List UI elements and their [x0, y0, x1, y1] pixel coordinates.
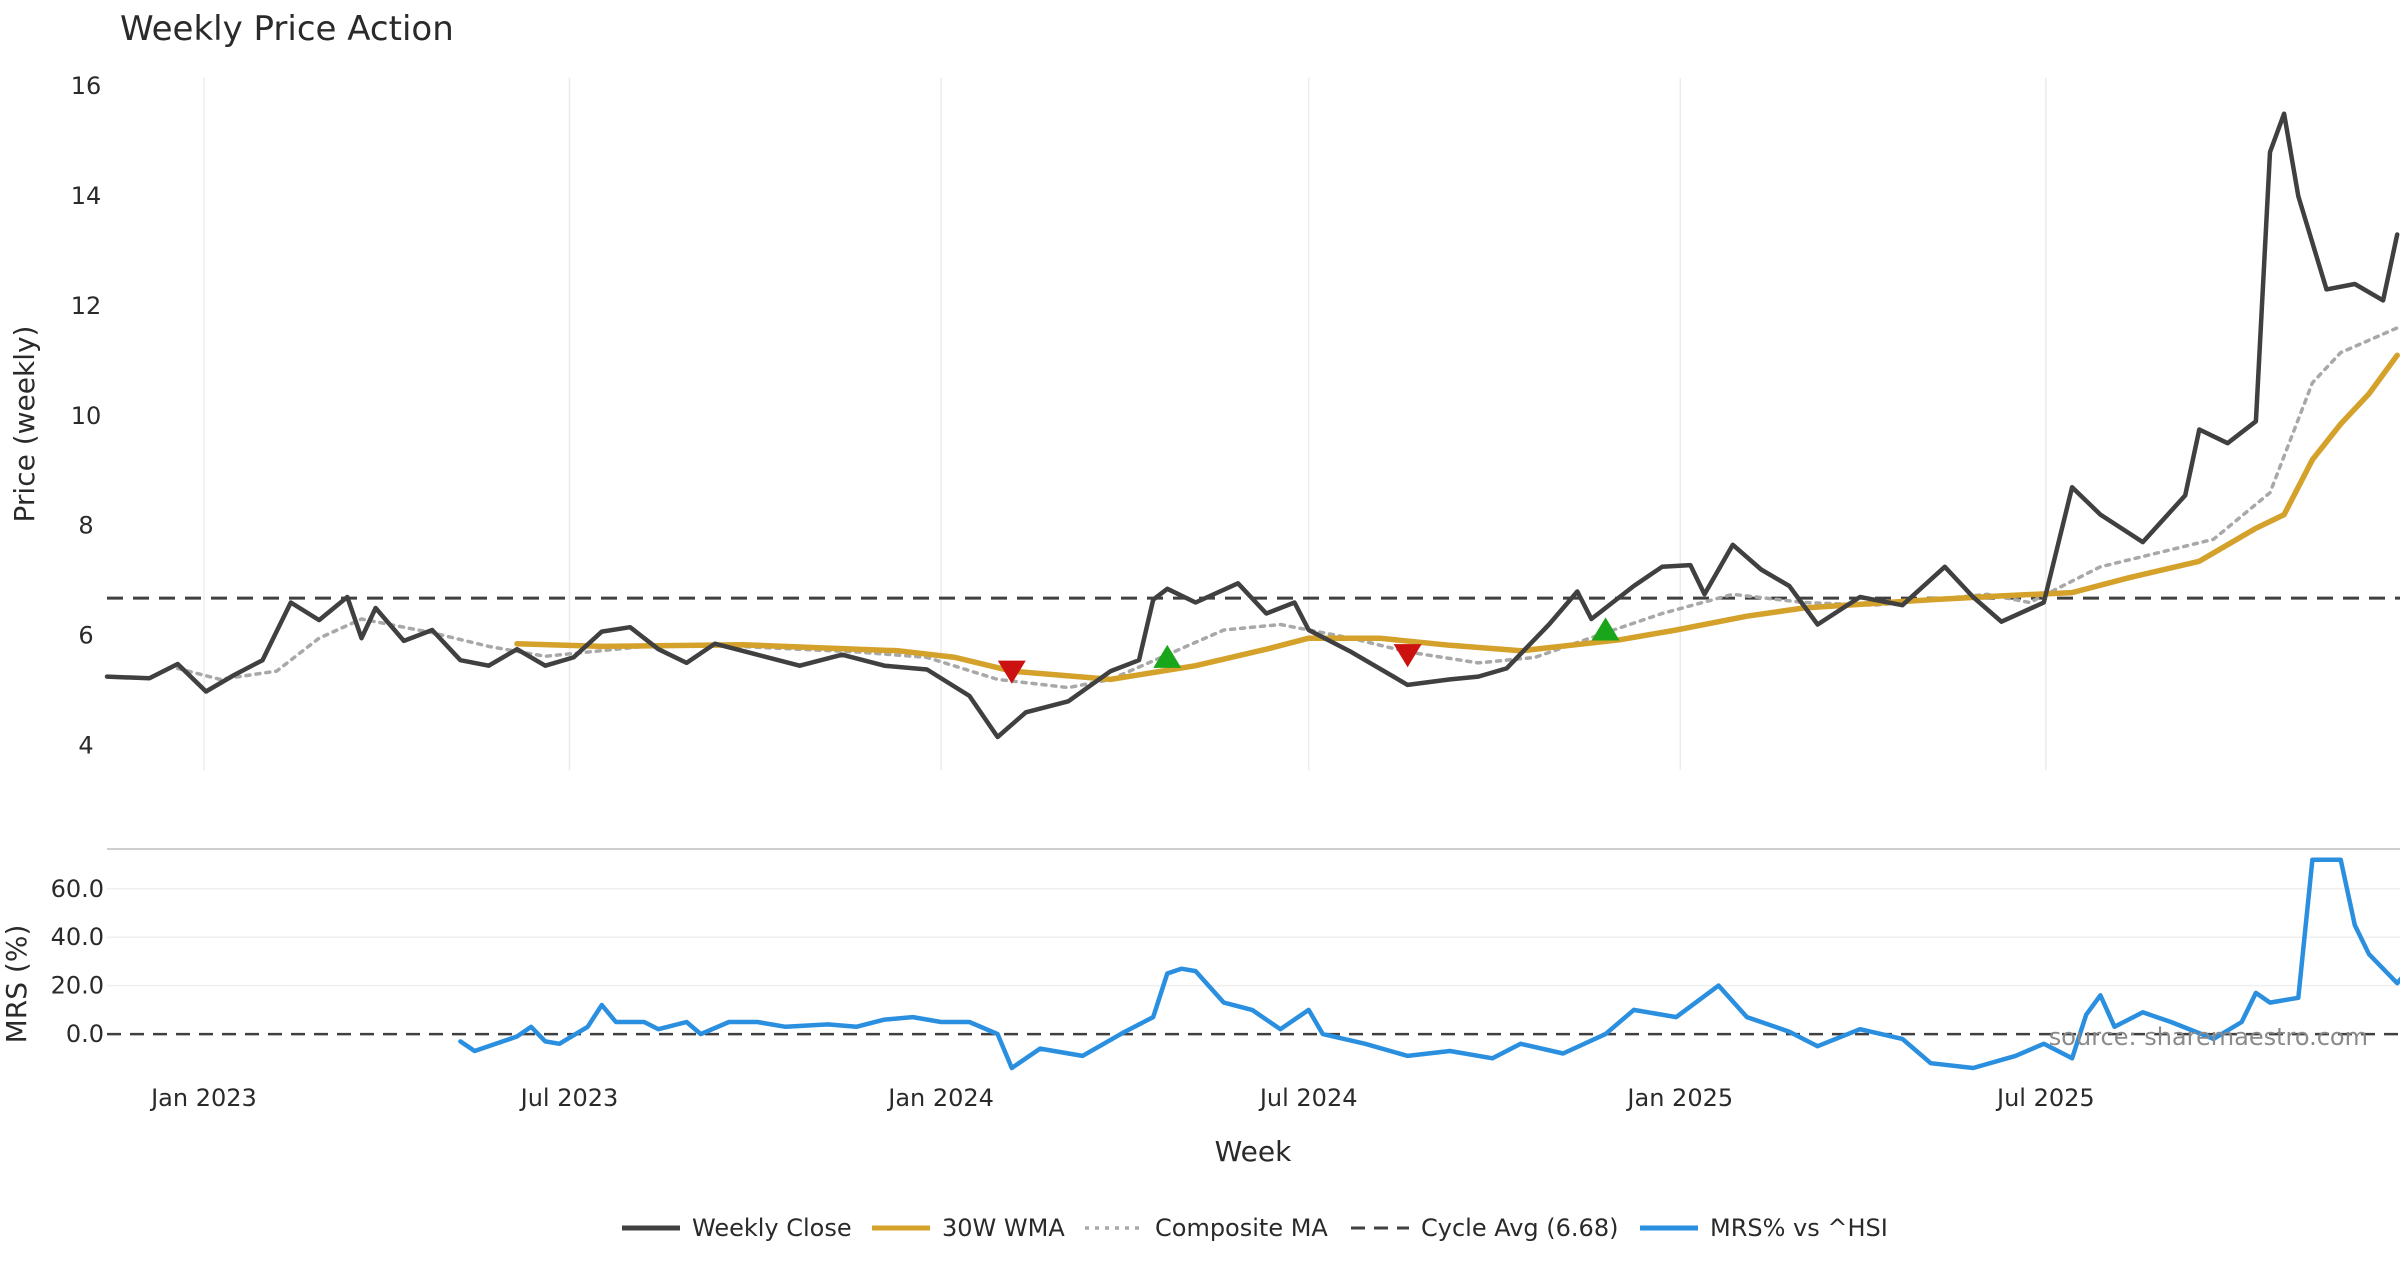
mrs-grid — [107, 848, 2400, 987]
composite-ma-line — [175, 326, 2399, 690]
signal-markers — [997, 617, 1620, 684]
x-tick-label: Jul 2024 — [1258, 1084, 1358, 1112]
buy-signal-marker — [1591, 617, 1620, 641]
30w-wma-line — [514, 352, 2400, 683]
mrs-axis-label: MRS (%) — [0, 925, 33, 1044]
mrs-series — [107, 857, 2400, 1071]
mrs-y-ticks: 60.0 40.0 20.0 0.0 — [51, 875, 104, 1048]
legend-label: Cycle Avg (6.68) — [1421, 1214, 1618, 1242]
price-axis-label: Price (weekly) — [8, 326, 41, 523]
legend-label: 30W WMA — [942, 1214, 1065, 1242]
price-grid — [203, 78, 2047, 770]
price-y-tick: 6 — [78, 621, 93, 649]
chart-title: Weekly Price Action — [120, 9, 454, 49]
mrs-y-tick: 0.0 — [66, 1020, 104, 1048]
legend-item: MRS% vs ^HSI — [1640, 1214, 1888, 1242]
x-tick-label: Jan 2025 — [1625, 1084, 1733, 1112]
x-tick-label: Jan 2023 — [149, 1084, 257, 1112]
price-y-tick: 10 — [71, 402, 102, 430]
price-y-tick: 8 — [78, 512, 93, 540]
x-tick-label: Jan 2024 — [886, 1084, 994, 1112]
price-y-tick: 16 — [71, 72, 102, 100]
mrs-line — [458, 857, 2400, 1071]
price-y-tick: 4 — [78, 731, 93, 759]
mrs-y-tick: 20.0 — [51, 972, 104, 1000]
price-y-tick: 14 — [71, 182, 102, 210]
price-y-ticks: 4 6 8 10 12 14 16 — [71, 72, 102, 759]
legend-label: MRS% vs ^HSI — [1710, 1214, 1888, 1242]
sell-signal-marker — [997, 660, 1026, 684]
legend-label: Composite MA — [1155, 1214, 1328, 1242]
buy-signal-marker — [1153, 644, 1182, 668]
legend-item: Composite MA — [1085, 1214, 1328, 1242]
x-axis-label: Week — [1215, 1135, 1292, 1168]
legend-item: 30W WMA — [872, 1214, 1065, 1242]
x-tick-label: Jul 2023 — [519, 1084, 619, 1112]
x-tick-label: Jul 2025 — [1995, 1084, 2095, 1112]
legend: Weekly Close 30W WMA Composite MA Cycle Avg… — [622, 1214, 1888, 1242]
source-note: source: sharemaestro.com — [2049, 1023, 2368, 1051]
legend-item: Weekly Close — [622, 1214, 852, 1242]
mrs-y-tick: 40.0 — [51, 923, 104, 951]
legend-label: Weekly Close — [692, 1214, 852, 1242]
mrs-y-tick: 60.0 — [51, 875, 104, 903]
legend-item: Cycle Avg (6.68) — [1351, 1214, 1618, 1242]
price-y-tick: 12 — [71, 292, 102, 320]
sell-signal-marker — [1393, 644, 1422, 668]
price-series — [104, 111, 2400, 740]
weekly-close-line — [104, 111, 2400, 740]
x-ticks: Jan 2023 Jul 2023 Jan 2024 Jul 2024 Jan 2025… — [149, 1084, 2095, 1112]
